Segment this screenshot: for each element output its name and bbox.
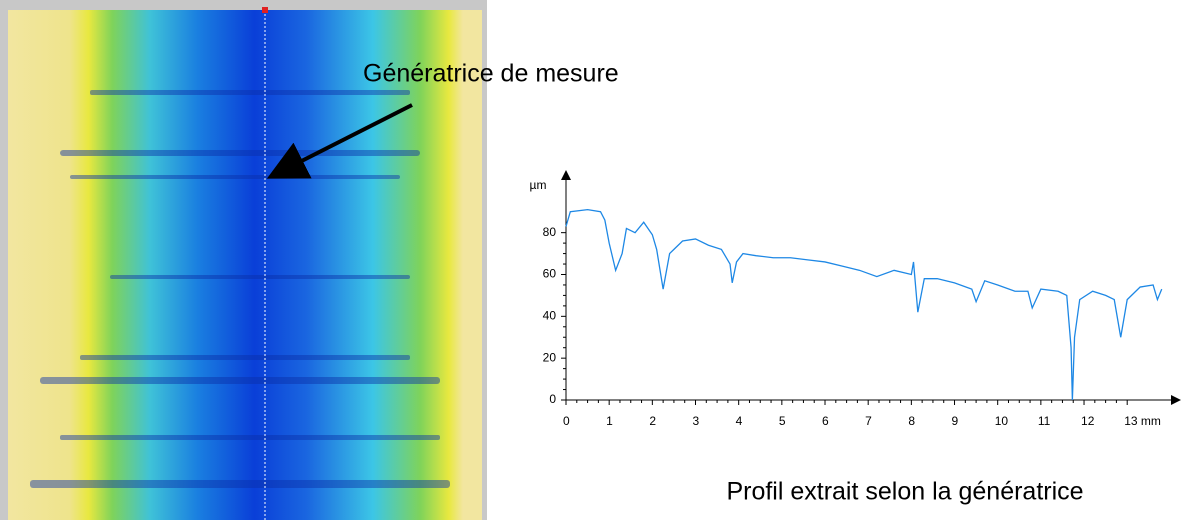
x-tick-label: 10 [995, 414, 1009, 428]
x-tick-label: 6 [822, 414, 829, 428]
x-tick-label: 3 [693, 414, 700, 428]
x-tick-label: 2 [649, 414, 656, 428]
y-tick-label: 0 [549, 392, 556, 406]
x-tick-label: 12 [1081, 414, 1095, 428]
x-tick-label: 0 [563, 414, 570, 428]
x-tick-label: 13 mm [1124, 414, 1161, 428]
y-tick-label: 20 [543, 350, 557, 364]
height-map [0, 0, 487, 520]
arrow [266, 103, 413, 179]
x-tick-label: 11 [1038, 414, 1051, 428]
x-tick-label: 9 [952, 414, 959, 428]
x-tick-label: 8 [908, 414, 915, 428]
x-tick-label: 1 [606, 414, 613, 428]
y-axis-label: µm [530, 178, 547, 192]
y-tick-label: 60 [543, 267, 557, 281]
caption: Profil extrait selon la génératrice [726, 478, 1083, 506]
x-tick-label: 5 [779, 414, 786, 428]
annotation: Génératrice de mesure [363, 60, 619, 88]
y-tick-label: 80 [543, 225, 557, 239]
x-tick-label: 7 [865, 414, 872, 428]
x-tick-label: 4 [736, 414, 743, 428]
profile-line [565, 208, 1163, 401]
y-tick-label: 40 [543, 309, 557, 323]
